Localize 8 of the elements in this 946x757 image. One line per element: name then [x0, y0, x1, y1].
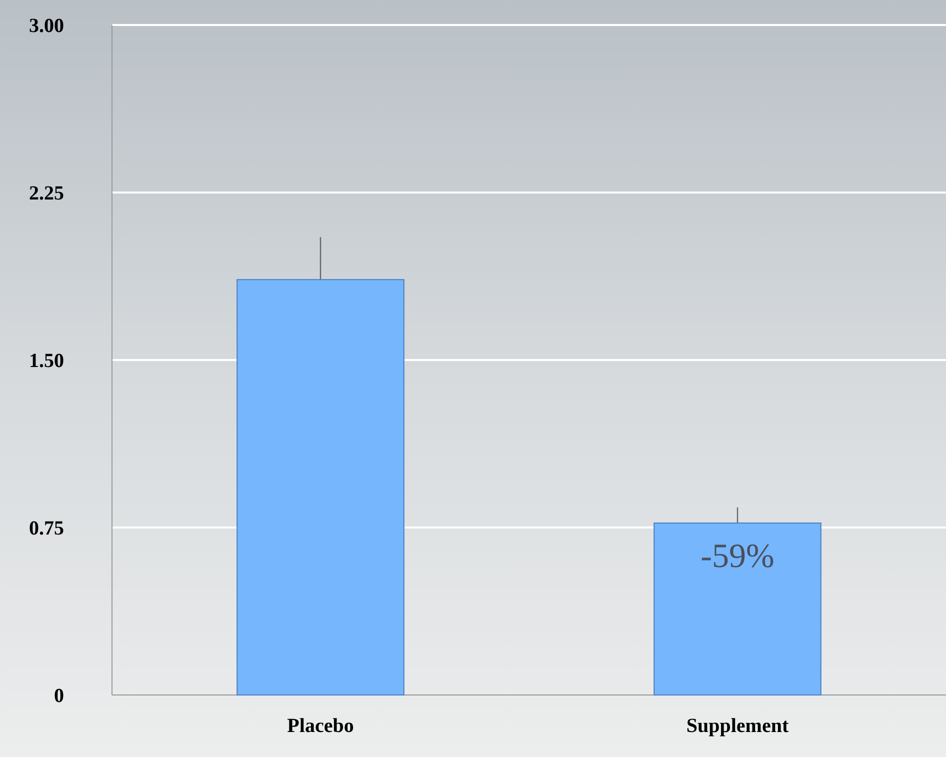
- y-tick-label: 0.75: [29, 518, 64, 540]
- x-tick-label: Supplement: [686, 715, 789, 737]
- y-tick-label: 3.00: [29, 15, 64, 37]
- x-tick-label: Placebo: [287, 715, 354, 737]
- y-tick-label: 1.50: [29, 350, 64, 372]
- y-tick-label: 2.25: [29, 182, 64, 204]
- y-tick-label: 0: [54, 685, 64, 707]
- annotation: -59%: [700, 538, 774, 576]
